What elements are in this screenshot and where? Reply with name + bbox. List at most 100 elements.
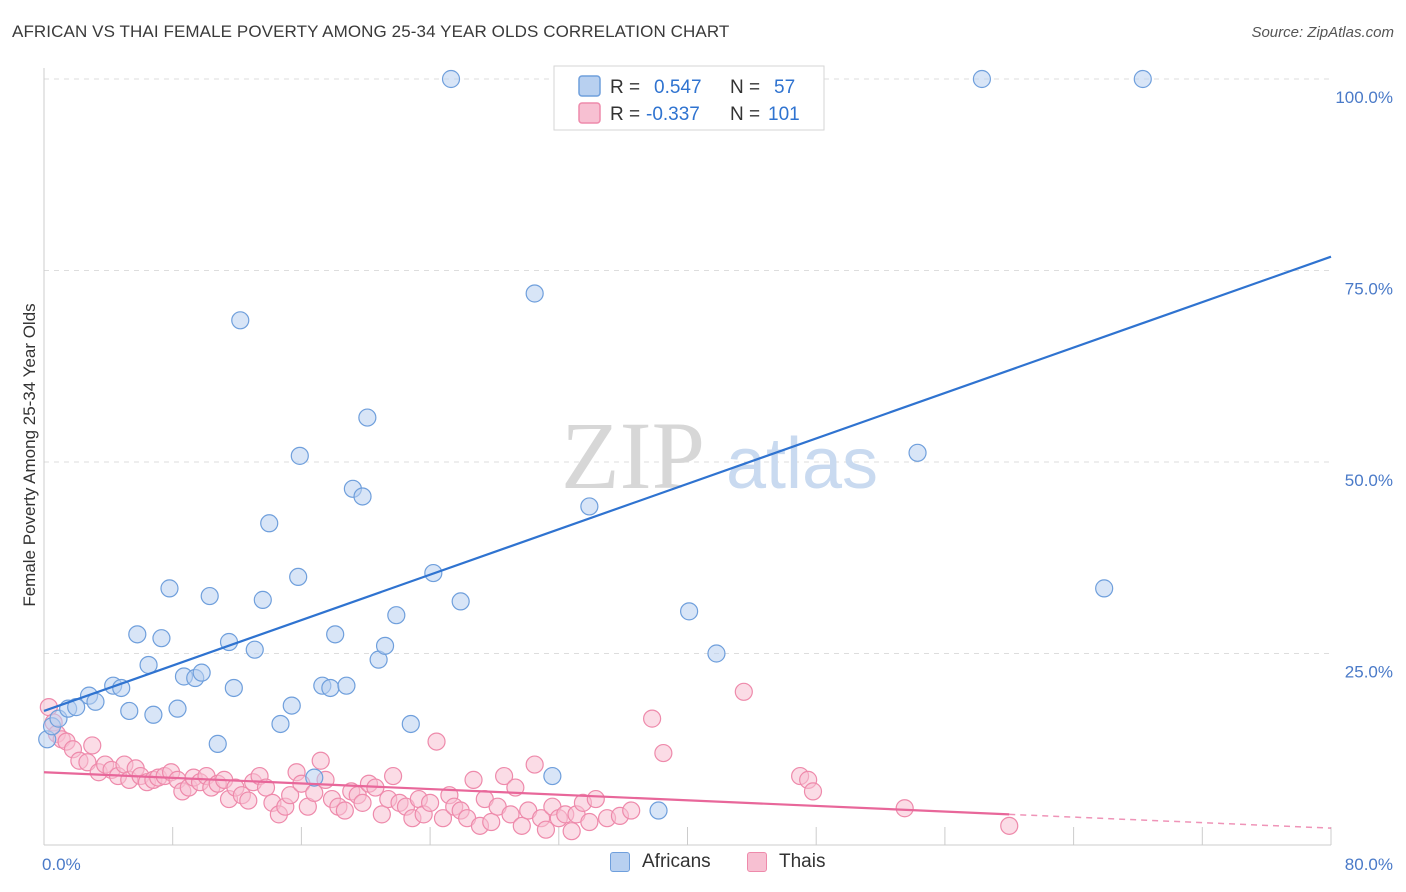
chart-title: AFRICAN VS THAI FEMALE POVERTY AMONG 25-… [12,22,730,41]
thai-point-50 [335,801,354,820]
african-point-54 [1095,579,1114,598]
x-tick-label-1: 80.0% [1345,855,1393,874]
african-point-49 [649,801,668,820]
legend-label-thais: Thais [779,851,826,872]
african-point-10 [128,625,147,644]
african-point-45 [451,592,470,611]
african-point-29 [289,567,308,587]
series-legend: Africans Thais [0,851,1406,877]
african-point-28 [282,696,301,715]
african-point-38 [358,408,377,427]
legend-item-africans[interactable]: Africans [610,851,711,873]
thai-point-79 [512,816,531,835]
african-point-51 [707,644,726,663]
legend-r-label-thais: R = [610,104,640,125]
african-point-55 [1133,69,1152,89]
legend-n-label-africans: N = [730,77,760,98]
y-tick-label-1: 50.0% [1345,471,1393,490]
gridlines [44,78,1331,654]
thai-point-34 [239,791,258,810]
y-tick-label-2: 75.0% [1345,280,1393,299]
african-point-33 [321,678,340,698]
african-point-34 [326,625,345,644]
african-point-48 [580,497,599,516]
source-credit: Source: ZipAtlas.com [1251,24,1394,41]
thai-point-41 [281,786,300,805]
y-tick-label-0: 25.0% [1345,663,1393,682]
legend-swatch-thais [578,102,601,124]
tick-labels: 25.0% 50.0% 75.0% 100.0% 0.0% 80.0% [42,88,1393,874]
african-point-26 [260,514,279,533]
african-point-41 [387,606,406,625]
african-point-50 [680,602,699,621]
african-point-35 [337,676,356,695]
african-point-15 [168,699,187,718]
trend-lines [43,255,1332,829]
thai-point-56 [372,805,391,824]
thai-point-94 [622,801,641,820]
african-point-23 [231,311,250,330]
thai-point-53 [353,793,372,812]
african-point-19 [200,586,219,606]
african-point-14 [160,579,179,598]
legend-r-value-africans: 0.547 [654,77,702,98]
thai-point-81 [525,755,544,774]
thai-point-102 [1000,816,1019,835]
african-point-9 [120,701,139,721]
african-point-20 [208,734,227,753]
legend-item-thais[interactable]: Thais [747,851,825,873]
african-point-13 [152,629,171,648]
african-point-27 [271,714,290,734]
thai-point-74 [482,812,501,832]
axes [43,68,1332,846]
thai-point-37 [256,778,276,797]
correlation-legend: R = 0.547 N = 57 R = -0.337 N = 101 [553,65,825,131]
legend-label-africans: Africans [642,851,711,872]
thai-point-46 [311,751,330,770]
legend-swatch-africans-bottom [610,852,630,872]
data-points [38,69,1152,841]
thai-point-66 [433,809,453,828]
thai-point-87 [562,822,581,841]
legend-n-value-thais: 101 [768,104,800,125]
watermark-zip: ZIP [561,402,705,509]
african-point-25 [253,590,272,609]
african-point-44 [441,69,461,89]
african-point-37 [353,487,372,506]
legend-n-value-africans: 57 [774,77,795,98]
legend-r-value-thais: -0.337 [646,104,700,125]
african-point-24 [245,640,264,659]
thai-point-8 [83,736,102,755]
watermark-atlas: atlas [726,424,878,504]
african-point-46 [525,284,544,303]
thai-point-101 [895,799,914,818]
thai-point-58 [383,766,403,786]
african-point-18 [192,663,211,682]
thai-point-91 [586,789,605,809]
thai-trend-extension [1009,813,1332,829]
legend-n-label-thais: N = [730,104,760,125]
thai-point-71 [464,770,483,789]
thai-point-95 [643,709,662,728]
thai-point-96 [654,743,673,763]
african-point-8 [112,678,131,698]
thai-trend-line [43,771,1010,816]
thai-point-100 [803,782,823,801]
y-tick-label-3: 100.0% [1335,88,1393,107]
thai-point-90 [580,812,599,832]
legend-swatch-thais-bottom [747,852,767,872]
x-tick-label-0: 0.0% [42,855,81,874]
legend-r-label-africans: R = [610,77,640,98]
african-trend-line [43,255,1332,712]
african-point-30 [290,446,309,465]
thai-point-64 [421,793,440,812]
watermark: ZIP atlas [561,402,878,509]
thai-point-77 [501,805,520,824]
african-point-22 [224,678,243,698]
african-point-31 [305,768,324,787]
thai-point-83 [536,820,556,839]
thai-point-65 [427,732,446,751]
thai-point-97 [734,682,753,701]
african-point-40 [375,636,395,655]
